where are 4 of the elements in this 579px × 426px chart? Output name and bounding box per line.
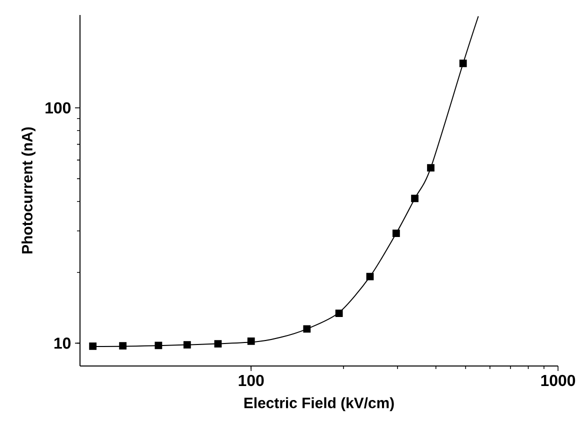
y-axis-title: Photocurrent (nA) [22, 127, 36, 254]
y-tick-label: 10 [54, 338, 71, 349]
x-axis-title: Electric Field (kV/cm) [244, 397, 394, 412]
x-tick-label: 1000 [541, 374, 576, 386]
